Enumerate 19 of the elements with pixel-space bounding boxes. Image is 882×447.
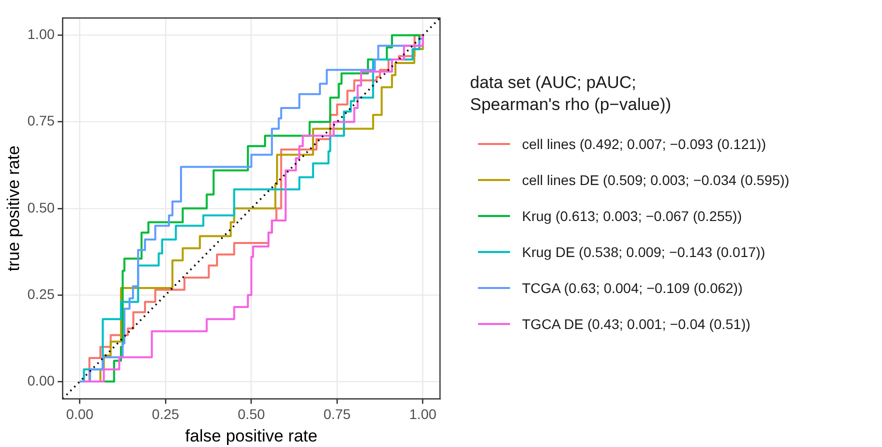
legend-label: Krug DE (0.538; 0.009; −0.143 (0.017)) [522, 244, 766, 260]
legend-label: Krug (0.613; 0.003; −0.067 (0.255)) [522, 208, 742, 224]
legend-label: TCGA (0.63; 0.004; −0.109 (0.062)) [522, 280, 743, 296]
y-tick-label: 1.00 [27, 26, 55, 42]
legend-label: cell lines (0.492; 0.007; −0.093 (0.121)) [522, 136, 766, 152]
y-tick-label: 0.75 [27, 112, 55, 129]
y-tick-label: 0.50 [27, 199, 55, 216]
legend-title: data set (AUC; pAUC; Spearman's rho (p−value)) [470, 72, 672, 116]
y-axis-title: true positive rate [4, 146, 23, 272]
legend-label: cell lines DE (0.509; 0.003; −0.034 (0.595)) [522, 172, 790, 188]
x-tick-label: 0.00 [66, 406, 94, 422]
x-tick-label: 1.00 [409, 406, 437, 422]
x-tick-label: 0.50 [238, 406, 266, 422]
y-tick-label: 0.25 [27, 286, 55, 302]
x-tick-label: 0.75 [323, 406, 351, 422]
legend-label: TGCA DE (0.43; 0.001; −0.04 (0.51)) [522, 316, 750, 332]
y-tick-label: 0.00 [27, 372, 55, 388]
x-axis-title: false positive rate [185, 426, 318, 446]
x-tick-label: 0.25 [152, 406, 180, 422]
